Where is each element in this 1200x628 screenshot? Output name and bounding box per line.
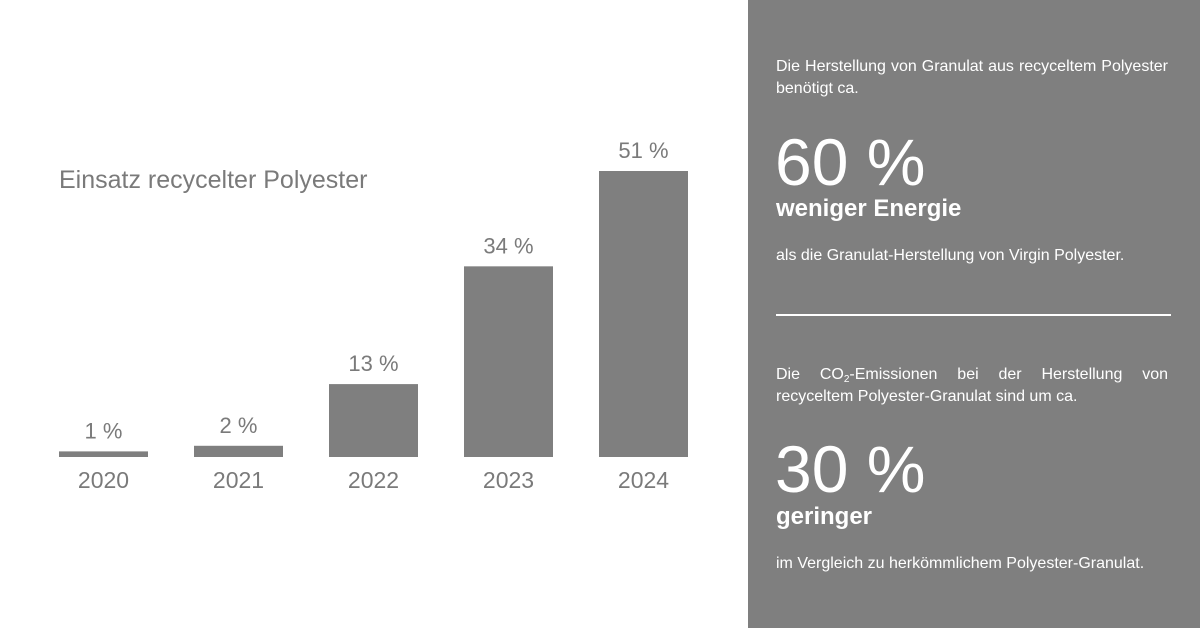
info-panel: Die Herstellung von Granulat aus recycel… [748,0,1200,628]
category-label-2020: 2020 [78,467,129,493]
bar-2022 [329,384,418,457]
panel-divider [776,314,1171,316]
co2-subscript: 2 [843,374,850,385]
value-label-2024: 51 % [618,138,668,163]
category-label-2023: 2023 [483,467,534,493]
bar-chart: 1 % 2020 2 % 2021 13 % 2022 34 % 2023 51 % 2024 [59,138,688,493]
value-label-2020: 1 % [85,418,123,443]
co2-intro-before: Die CO [776,366,844,383]
value-label-2022: 13 % [348,351,398,376]
energy-note: als die Granulat-Herstellung von Virgin … [776,247,1125,264]
category-label-2024: 2024 [618,467,669,493]
co2-value: 30 % [775,432,926,506]
bar-2021 [194,445,283,457]
bar-2023 [464,266,553,457]
co2-headline: geringer [776,503,873,530]
energy-headline: weniger Energie [776,195,962,222]
co2-note: im Vergleich zu herkömmlichem Polyester-… [776,555,1145,572]
chart-title: Einsatz recycelter Polyester [59,166,368,194]
co2-intro-text: Die CO2-Emissionen bei der Herstellung v… [776,364,1168,408]
bar-2024 [599,171,688,457]
co2-intro-after: -Emissionen bei der Herstellung von recy… [776,366,1169,405]
energy-value: 60 % [775,125,926,199]
value-label-2023: 34 % [483,233,533,258]
category-label-2021: 2021 [213,467,264,493]
chart-area: Einsatz recycelter Polyester 1 % 2020 2 % 2… [59,138,688,493]
bar-2020 [59,451,148,457]
category-label-2022: 2022 [348,467,399,493]
energy-intro-text: Die Herstellung von Granulat aus recycel… [776,58,1168,97]
value-label-2021: 2 % [220,413,258,438]
